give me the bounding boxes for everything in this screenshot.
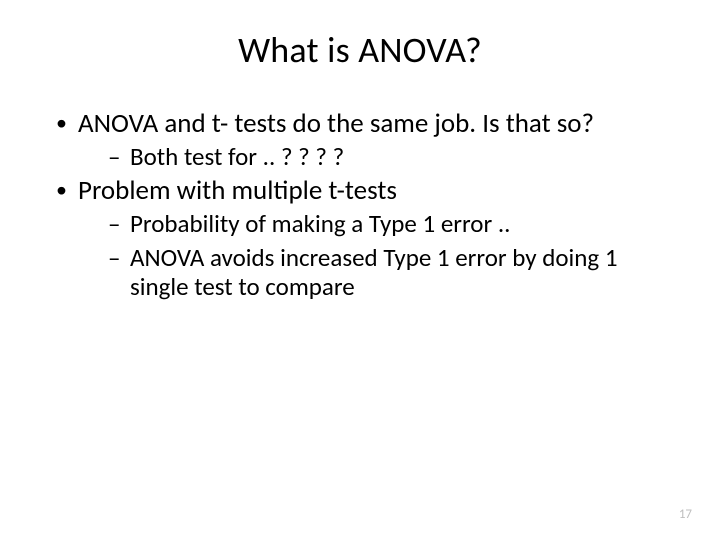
bullet-list: ANOVA and t- tests do the same job. Is t… xyxy=(50,108,670,302)
sub-bullet-list: Both test for .. ? ? ? ? xyxy=(78,142,670,172)
sub-bullet-text: Probability of making a Type 1 error .. xyxy=(130,208,510,239)
bullet-item: Problem with multiple t-tests Probabilit… xyxy=(50,175,670,301)
sub-bullet-text: Both test for .. ? ? ? ? xyxy=(130,141,344,172)
bullet-text: ANOVA and t- tests do the same job. Is t… xyxy=(78,107,594,140)
page-number: 17 xyxy=(679,507,692,522)
slide-title: What is ANOVA? xyxy=(50,28,670,72)
sub-bullet-item: Both test for .. ? ? ? ? xyxy=(78,142,670,172)
sub-bullet-item: ANOVA avoids increased Type 1 error by d… xyxy=(78,243,670,302)
slide: What is ANOVA? ANOVA and t- tests do the… xyxy=(0,0,720,540)
sub-bullet-list: Probability of making a Type 1 error .. … xyxy=(78,209,670,302)
sub-bullet-item: Probability of making a Type 1 error .. xyxy=(78,209,670,239)
sub-bullet-text: ANOVA avoids increased Type 1 error by d… xyxy=(130,242,618,303)
bullet-text: Problem with multiple t-tests xyxy=(78,174,397,207)
bullet-item: ANOVA and t- tests do the same job. Is t… xyxy=(50,108,670,171)
